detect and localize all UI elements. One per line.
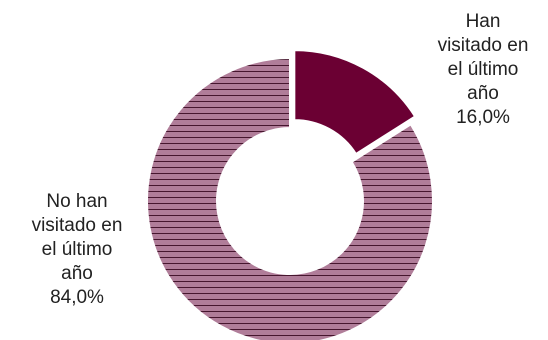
slice-han-visitado [293, 49, 417, 156]
data-label-no-han-visitado-line1: No han [46, 191, 108, 212]
data-label-han-visitado: Han visitado en el último año 16,0% [418, 10, 548, 130]
data-label-no-han-visitado-line4: año [61, 263, 93, 284]
data-label-han-visitado-value: 16,0% [456, 107, 510, 128]
data-label-no-han-visitado-value: 84,0% [50, 287, 104, 308]
slices-group [146, 49, 434, 340]
slice-no-han-visitado [146, 56, 434, 340]
data-label-han-visitado-line1: Han [465, 11, 501, 32]
data-label-no-han-visitado-line3: el último [41, 239, 113, 260]
data-label-no-han-visitado: No han visitado en el último año 84,0% [12, 190, 142, 310]
data-label-no-han-visitado-line2: visitado en [31, 215, 123, 236]
data-label-han-visitado-line3: el último [447, 59, 519, 80]
data-label-han-visitado-line2: visitado en [437, 35, 529, 56]
data-label-han-visitado-line4: año [467, 83, 499, 104]
